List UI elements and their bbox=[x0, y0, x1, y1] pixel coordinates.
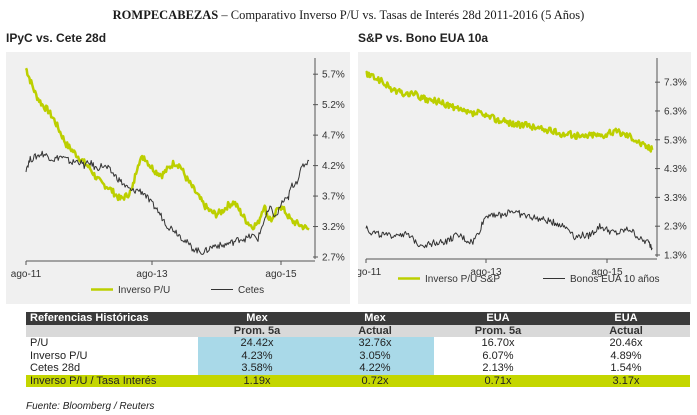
reference-table: Referencias Históricas Mex Mex EUA EUA P… bbox=[26, 312, 690, 387]
table-header-row: Referencias Históricas Mex Mex EUA EUA bbox=[26, 312, 690, 325]
legend-label: Inverso P/U S&P bbox=[425, 274, 500, 285]
y-tick-label: 1.3% bbox=[664, 251, 687, 262]
table-header-cell: Mex bbox=[316, 312, 434, 325]
table-cell: Inverso P/U / Tasa Interés bbox=[26, 374, 198, 387]
series-line-rate bbox=[25, 150, 310, 255]
x-tick-label: ago-15 bbox=[591, 267, 623, 278]
table-cell: 24.42x bbox=[198, 337, 316, 350]
table-cell: 4.22% bbox=[316, 362, 434, 375]
table-header-cell: EUA bbox=[434, 312, 562, 325]
right-chart-title: S&P vs. Bono EUA 10a bbox=[358, 31, 489, 45]
table-cell: 20.46x bbox=[609, 337, 643, 350]
table-subheader-cell: Actual bbox=[316, 324, 434, 337]
x-tick-label: ago-13 bbox=[470, 267, 502, 278]
table-subheader-cell bbox=[26, 324, 198, 337]
page-title-bold: ROMPECABEZAS bbox=[112, 8, 219, 22]
series-line-inverse-pe bbox=[24, 67, 310, 231]
page-title: ROMPECABEZAS – Comparativo Inverso P/U v… bbox=[0, 8, 697, 23]
y-tick-label: 5.7% bbox=[322, 70, 345, 81]
table-header-cell: Mex bbox=[198, 312, 316, 325]
y-tick-label: 3.3% bbox=[664, 193, 687, 204]
right-chart-panel: 7.3% 6.3% 5.3% 4.3% 3.3% 2.3% 1.3% ago-11 ago-13… bbox=[358, 52, 691, 304]
legend-label: Bonos EUA 10 años bbox=[570, 274, 660, 285]
legend-label: Inverso P/U bbox=[118, 285, 170, 296]
table-subheader-cell: Prom. 5a bbox=[198, 324, 316, 337]
table-cell: 0.72x bbox=[316, 374, 434, 387]
table-subheader-cell: Prom. 5a bbox=[434, 324, 562, 337]
left-chart-title: IPyC vs. Cete 28d bbox=[6, 31, 107, 45]
table-cell: 1.54% bbox=[610, 362, 642, 375]
y-tick-label: 2.3% bbox=[664, 222, 687, 233]
source-note: Fuente: Bloomberg / Reuters bbox=[26, 401, 155, 412]
y-tick-label: 4.7% bbox=[322, 131, 345, 142]
y-tick-label: 6.3% bbox=[664, 106, 687, 117]
y-tick-label: 2.7% bbox=[322, 253, 345, 264]
table-subheader-row: Prom. 5a Actual Prom. 5a Actual bbox=[26, 324, 690, 337]
y-tick-label: 7.3% bbox=[664, 78, 687, 89]
table-cell: Cetes 28d bbox=[30, 362, 81, 375]
table-cell: 16.70x bbox=[481, 337, 515, 350]
table-row: P/U 24.42x 32.76x 16.70x 20.46x bbox=[26, 337, 690, 350]
y-tick-label: 4.2% bbox=[322, 161, 345, 172]
table-cell: Inverso P/U bbox=[30, 349, 88, 362]
table-header-cell: Referencias Históricas bbox=[26, 312, 198, 325]
right-chart: 7.3% 6.3% 5.3% 4.3% 3.3% 2.3% 1.3% ago-11 ago-13… bbox=[358, 58, 687, 285]
table-cell: 6.07% bbox=[482, 349, 514, 362]
table-cell: 0.71x bbox=[434, 374, 562, 387]
legend-label: Cetes bbox=[238, 285, 264, 296]
table-cell: 2.13% bbox=[482, 362, 514, 375]
series-line-rate bbox=[365, 209, 653, 251]
x-tick-label: ago-11 bbox=[358, 267, 382, 278]
x-tick-label: ago-11 bbox=[11, 269, 42, 280]
table-row: Inverso P/U 4.23% 3.05% 6.07% 4.89% bbox=[26, 349, 690, 362]
series-line-inverse-pe bbox=[365, 70, 654, 153]
table-cell: 3.17x bbox=[562, 374, 690, 387]
y-tick-label: 4.3% bbox=[664, 164, 687, 175]
y-tick-label: 5.3% bbox=[664, 135, 687, 146]
table-cell: 1.19x bbox=[198, 374, 316, 387]
table-row: Cetes 28d 3.58% 4.22% 2.13% 1.54% bbox=[26, 362, 690, 375]
x-tick-label: ago-13 bbox=[136, 269, 168, 280]
y-tick-label: 3.7% bbox=[322, 192, 345, 203]
y-tick-label: 5.2% bbox=[322, 100, 345, 111]
page-title-rest: – Comparativo Inverso P/U vs. Tasas de I… bbox=[218, 8, 585, 22]
table-total-row: Inverso P/U / Tasa Interés 1.19x 0.72x 0… bbox=[26, 374, 690, 387]
table-cell: 3.05% bbox=[316, 349, 434, 362]
left-chart-panel: 5.7% 5.2% 4.7% 4.2% 3.7% 3.2% 2.7% ago-11 ago-13… bbox=[6, 52, 350, 304]
x-tick-label: ago-15 bbox=[265, 269, 297, 280]
table-cell: 3.58% bbox=[198, 362, 316, 375]
table-cell: 4.89% bbox=[610, 349, 642, 362]
table-subheader-cell: Actual bbox=[562, 324, 690, 337]
y-tick-label: 3.2% bbox=[322, 222, 345, 233]
table-cell: 32.76x bbox=[316, 337, 434, 350]
table-cell: 4.23% bbox=[198, 349, 316, 362]
table-cell: P/U bbox=[30, 337, 49, 350]
table-header-cell: EUA bbox=[562, 312, 690, 325]
left-chart: 5.7% 5.2% 4.7% 4.2% 3.7% 3.2% 2.7% ago-11 ago-13… bbox=[11, 58, 345, 296]
